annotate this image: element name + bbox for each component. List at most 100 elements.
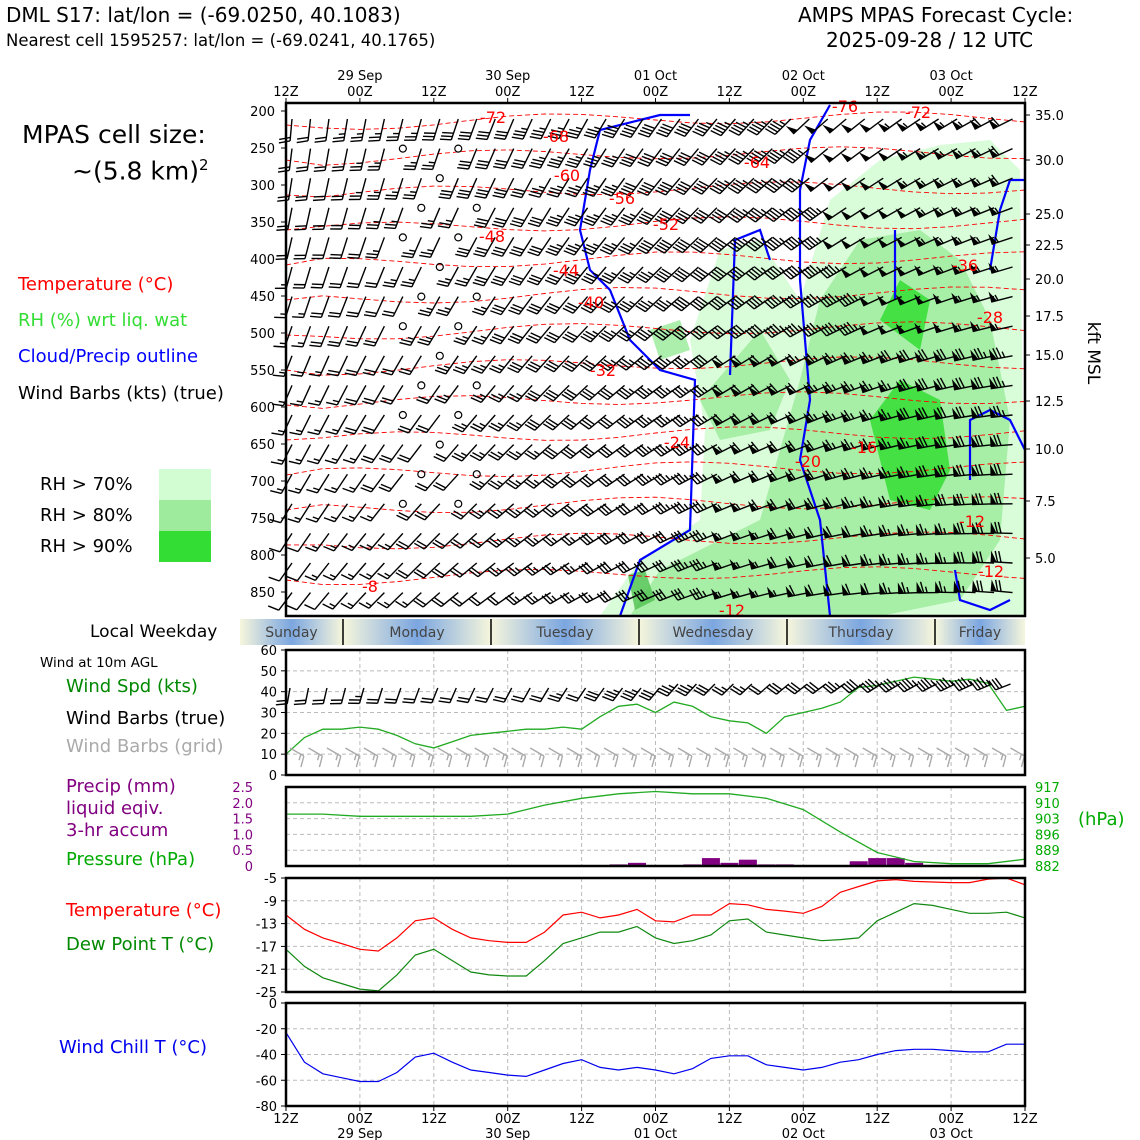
wind-barb-feather — [637, 360, 648, 369]
wind-barb-feather — [453, 452, 465, 459]
wind-barb-feather — [672, 246, 683, 254]
wind-barb-pennant — [970, 349, 979, 361]
wind-barb-feather — [674, 301, 685, 310]
wind-barb-feather — [840, 295, 849, 306]
pressure-tick-label: 917 — [1035, 781, 1060, 796]
wind-barb-staff — [733, 747, 748, 757]
wind-barb-feather — [637, 446, 647, 456]
wind-barb-feather — [296, 166, 308, 169]
temperature-contour-label: -44 — [553, 261, 579, 280]
wind-barb-staff — [355, 325, 367, 347]
wind-barb-half — [520, 754, 524, 761]
wind-barb-feather — [304, 575, 316, 581]
wind-barb-feather — [606, 690, 618, 696]
pressure-tick-label: 800 — [250, 549, 275, 564]
wind-barb-staff — [684, 118, 700, 137]
wind-barb-feather — [472, 394, 484, 401]
wind-barb-feather — [490, 451, 501, 459]
wind-barb-feather — [658, 386, 669, 395]
wind-barb-half — [667, 754, 671, 761]
wind-barb-staff — [323, 178, 330, 200]
wind-barb-staff — [685, 683, 697, 697]
wind-barb-feather — [788, 584, 796, 596]
wind-barb-staff — [664, 236, 681, 254]
wind-barb-staff — [842, 562, 865, 567]
wind-barb-feather — [636, 590, 646, 601]
wind-barb-feather — [680, 152, 692, 159]
wind-barb-feather — [365, 310, 377, 315]
wind-barb-staff — [440, 592, 459, 608]
wind-barb-feather — [891, 755, 896, 768]
wind-barb-feather — [600, 447, 611, 457]
wind-barb-feather — [310, 315, 322, 318]
wind-barb-feather — [621, 358, 633, 367]
wind-barb-feather — [806, 683, 817, 692]
wind-barb-staff — [485, 148, 496, 170]
wind-barb-feather — [698, 296, 709, 305]
wind-barb-feather — [584, 504, 595, 513]
wind-barb-pennant — [840, 152, 852, 162]
bottom-time-label: 12Z — [1012, 1112, 1038, 1127]
wind-barb-feather — [540, 755, 545, 768]
wind-barb-feather — [745, 214, 756, 223]
wind-barb-feather — [661, 181, 673, 188]
wind-barb-feather — [748, 241, 759, 250]
wind-barb-staff — [610, 207, 626, 226]
wind-barb-half — [575, 155, 582, 160]
wind-barb-staff — [570, 444, 589, 459]
wind-barb-feather — [616, 391, 627, 400]
wind-barb-feather — [473, 224, 486, 228]
wind-barb-feather — [584, 532, 594, 542]
wind-barb-staff — [320, 296, 330, 318]
wind-barb-half — [276, 488, 284, 492]
wind-barb-feather — [900, 524, 906, 536]
wind-barb-staff — [539, 177, 552, 198]
wind-barb-half — [683, 416, 690, 422]
wind-barb-feather — [396, 514, 408, 521]
wind-barb-feather — [873, 755, 878, 768]
wind-barb-feather — [525, 337, 537, 344]
wind-barb-feather — [439, 138, 452, 141]
wind-barb-feather — [580, 306, 592, 314]
wind-barb-half — [760, 237, 767, 243]
wind-barb-staff — [861, 562, 884, 567]
wind-barb-feather — [341, 545, 353, 552]
wind-barb-feather — [416, 511, 428, 518]
wind-barb-half — [702, 532, 707, 539]
wind-barb-half — [296, 400, 303, 403]
wind-barb-feather — [763, 271, 774, 280]
top-time-label: 12Z — [717, 85, 743, 100]
pressure-tick-label: 850 — [250, 586, 275, 601]
wind-barb-staff — [697, 443, 718, 456]
wind-barb-pennant — [785, 125, 798, 135]
wind-barb-feather — [542, 423, 554, 431]
wind-barb-feather — [618, 533, 628, 543]
wind-barb-staff — [718, 236, 736, 253]
top-time-label: 00Z — [938, 85, 964, 100]
wind-barb-staff — [808, 266, 829, 280]
wind-barb-staff — [898, 532, 921, 537]
wind-barb-half — [480, 306, 488, 310]
wind-barb-staff — [485, 177, 496, 199]
wind-barb-feather — [331, 169, 344, 172]
wind-barb-feather — [769, 440, 778, 451]
wind-barb-feather — [662, 123, 674, 129]
wind-barb-feather — [401, 255, 413, 259]
wind-barb-staff — [449, 687, 457, 703]
wind-barb-feather — [511, 248, 523, 254]
wind-barb-feather — [377, 543, 389, 551]
wind-barb-staff — [318, 414, 330, 435]
wind-barb-half — [812, 355, 818, 362]
wind-barb-staff — [338, 296, 349, 318]
wind-barb-half — [611, 242, 618, 247]
wind-barb-feather — [695, 500, 704, 511]
wind-barb-staff — [790, 266, 810, 280]
weekday-segment — [787, 619, 935, 645]
wind-barb-staff — [411, 237, 422, 258]
wind-barb-feather — [564, 192, 576, 198]
wind-barb-feather — [690, 245, 702, 253]
wind-barb-feather — [958, 348, 966, 359]
wind-barb-pennant — [990, 492, 997, 504]
wind-barb-staff — [409, 325, 422, 346]
wind-barb-feather — [559, 594, 569, 604]
